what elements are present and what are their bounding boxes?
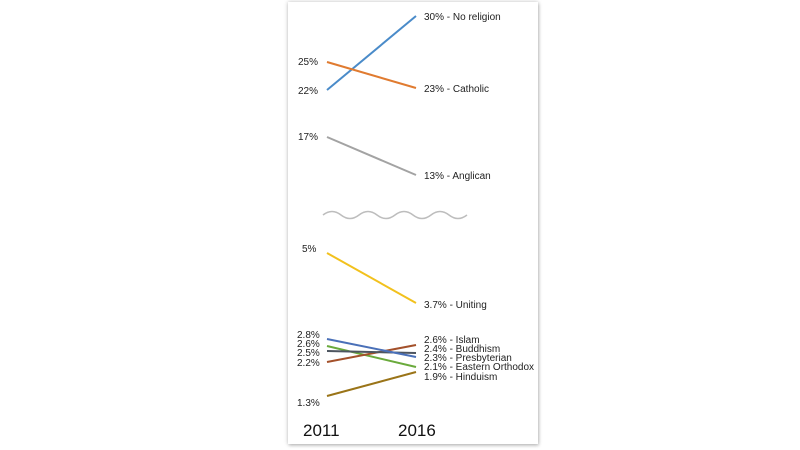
start-label-anglican: 17% <box>298 132 318 143</box>
line-no-religion <box>326 15 417 91</box>
end-label-no-religion: 30% - No religion <box>424 12 501 23</box>
start-label-no-religion: 22% <box>298 86 318 97</box>
start-label-eastern-orthodox: 2.6% <box>297 339 320 350</box>
start-label-islam: 2.2% <box>297 358 320 369</box>
line-eastern-orthodox <box>326 345 417 368</box>
chart-card <box>288 2 538 444</box>
start-label-catholic: 25% <box>298 57 318 68</box>
line-catholic <box>326 61 417 89</box>
start-label-presbyterian: 2.8% <box>297 330 320 341</box>
line-anglican <box>326 136 417 176</box>
line-islam <box>326 344 417 363</box>
end-label-islam: 2.6% - Islam <box>424 335 480 346</box>
end-label-buddhism: 2.4% - Buddhism <box>424 344 500 355</box>
end-label-eastern-orthodox: 2.1% - Eastern Orthodox <box>424 362 534 373</box>
line-presbyterian <box>326 338 417 358</box>
year-label-2011: 2011 <box>303 421 340 440</box>
end-label-uniting: 3.7% - Uniting <box>424 300 487 311</box>
start-label-buddhism: 2.5% <box>297 348 320 359</box>
line-buddhism <box>326 350 417 354</box>
start-label-uniting: 5% <box>302 244 317 255</box>
end-label-catholic: 23% - Catholic <box>424 84 489 95</box>
end-label-presbyterian: 2.3% - Presbyterian <box>424 353 512 364</box>
start-label-hinduism: 1.3% <box>297 398 320 409</box>
year-label-2016: 2016 <box>398 421 436 440</box>
line-hinduism <box>326 371 417 397</box>
line-uniting <box>326 252 417 304</box>
end-label-hinduism: 1.9% - Hinduism <box>424 372 497 383</box>
axis-break-wave <box>322 210 468 220</box>
end-label-anglican: 13% - Anglican <box>424 171 491 182</box>
